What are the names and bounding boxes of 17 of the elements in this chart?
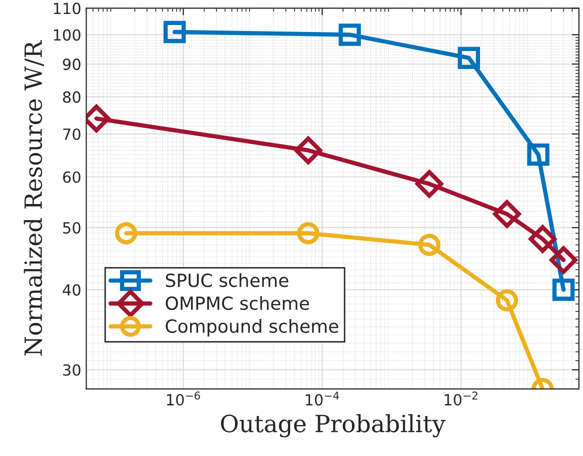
legend-label: Compound scheme bbox=[166, 318, 338, 336]
y-tick-label: 80 bbox=[63, 91, 80, 103]
y-tick-label: 40 bbox=[62, 284, 80, 296]
x-tick-label: 10$^{−4}$ bbox=[306, 392, 339, 406]
legend-label: SPUC scheme bbox=[166, 273, 288, 288]
y-tick-label: 110 bbox=[54, 2, 80, 14]
y-tick-label: 100 bbox=[54, 29, 80, 41]
legend-label: OMPMC scheme bbox=[166, 296, 309, 310]
y-tick-label: 70 bbox=[63, 128, 80, 140]
x-axis-title: Outage Probability bbox=[220, 414, 446, 438]
y-tick-label: 30 bbox=[63, 364, 80, 376]
y-tick-label: 50 bbox=[63, 222, 80, 234]
y-axis-title: Normalized Resource W/R bbox=[24, 40, 44, 356]
y-tick-label: 90 bbox=[62, 58, 80, 70]
y-tick-label: 60 bbox=[63, 171, 80, 183]
x-tick-label: 10$^{−2}$ bbox=[444, 392, 478, 406]
x-tick-label: 10$^{−6}$ bbox=[167, 392, 200, 406]
